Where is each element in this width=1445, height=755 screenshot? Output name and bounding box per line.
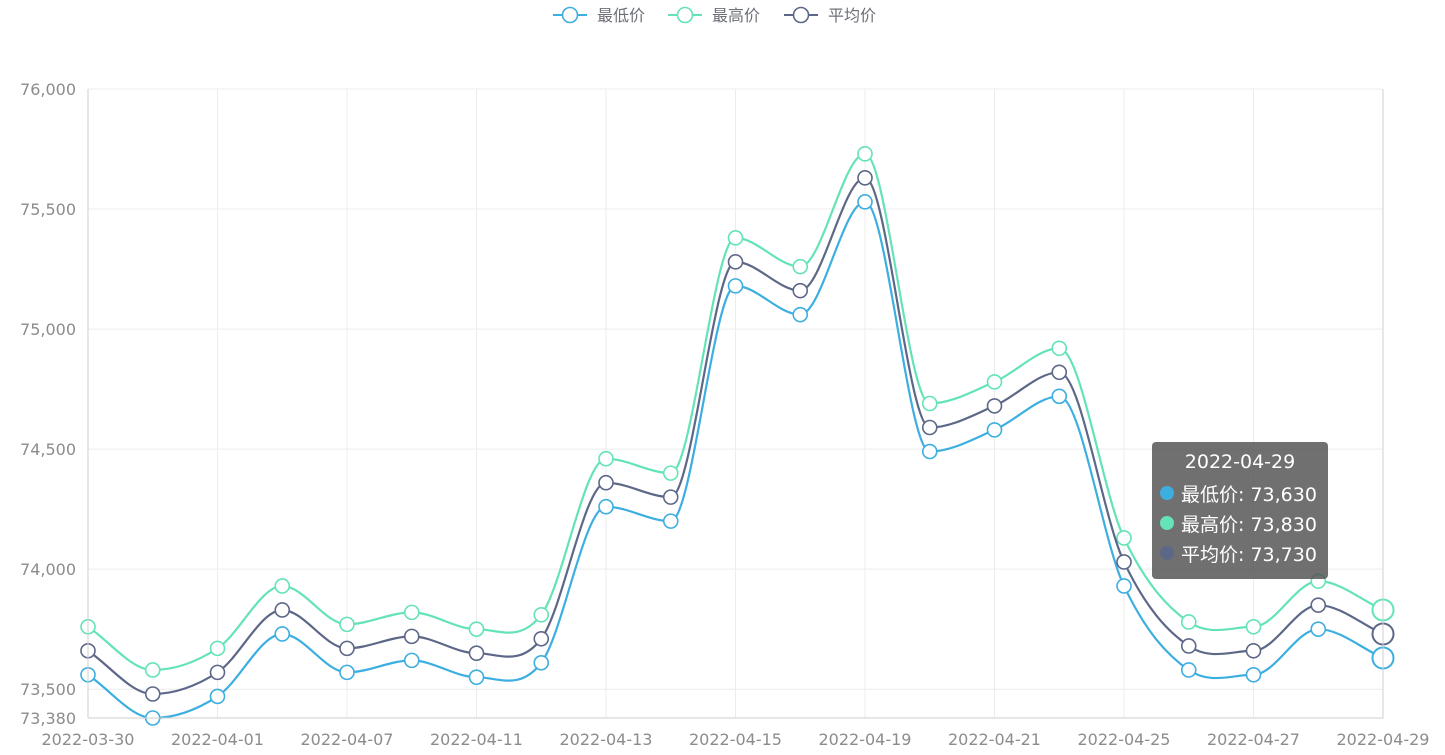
data-point[interactable]	[274, 578, 291, 594]
y-tick-label: 74,500	[20, 440, 76, 459]
data-point[interactable]	[533, 630, 550, 647]
data-point[interactable]	[1310, 597, 1327, 613]
data-point[interactable]	[533, 606, 550, 623]
x-tick-label: 2022-04-01	[171, 730, 264, 749]
data-point[interactable]	[986, 422, 1003, 438]
data-point[interactable]	[921, 395, 938, 412]
legend-item[interactable]: 最高价	[668, 6, 760, 25]
data-point[interactable]	[339, 664, 355, 681]
data-point[interactable]	[662, 513, 679, 529]
legend-item[interactable]: 最低价	[553, 6, 645, 25]
data-point[interactable]	[209, 664, 226, 681]
legend-circle-icon	[561, 6, 579, 24]
legend-label: 平均价	[828, 6, 876, 25]
data-point[interactable]	[1116, 578, 1132, 594]
x-tick-label: 2022-04-19	[819, 730, 912, 749]
data-point[interactable]	[727, 254, 744, 270]
data-point[interactable]	[598, 474, 614, 491]
data-point[interactable]	[1180, 638, 1197, 654]
data-point[interactable]	[662, 489, 679, 505]
series-group	[80, 146, 1395, 678]
data-point[interactable]	[1310, 621, 1327, 637]
data-point[interactable]	[403, 628, 420, 645]
y-tick-label: 76,000	[20, 80, 76, 99]
data-point[interactable]	[662, 465, 679, 481]
x-tick-label: 2022-04-11	[430, 730, 523, 749]
x-tick-label: 2022-04-27	[1207, 730, 1300, 749]
x-tick-label: 2022-04-25	[1078, 730, 1171, 749]
data-point[interactable]	[986, 374, 1003, 390]
data-point[interactable]	[857, 146, 873, 162]
data-point[interactable]	[727, 230, 744, 246]
tooltip-dot-avg	[1160, 546, 1174, 560]
x-tick-label: 2022-04-21	[948, 730, 1041, 749]
data-point[interactable]	[144, 686, 161, 702]
tooltip-row-high: 最高价: 73,830	[1152, 508, 1328, 538]
data-point[interactable]	[1245, 618, 1262, 635]
data-point[interactable]	[792, 258, 809, 275]
data-point[interactable]	[1245, 642, 1262, 659]
y-tick-label: 75,000	[20, 320, 76, 339]
tooltip-label-avg: 平均价: 73,730	[1181, 543, 1317, 566]
x-tick-label: 2022-04-07	[301, 730, 394, 749]
data-point[interactable]	[1051, 388, 1068, 405]
data-point[interactable]	[339, 616, 355, 633]
data-point[interactable]	[598, 450, 614, 467]
data-point[interactable]	[403, 604, 420, 621]
tooltip-title: 2022-04-29	[1184, 451, 1296, 473]
data-point[interactable]	[792, 306, 809, 323]
data-point[interactable]	[468, 621, 485, 637]
legend-item[interactable]: 平均价	[784, 6, 876, 25]
tooltip-dot-high	[1160, 516, 1174, 530]
chart-tooltip: 2022-04-29 最低价: 73,630 最高价: 73,830 平均价: …	[1152, 442, 1328, 579]
legend-circle-icon	[792, 6, 810, 24]
data-point[interactable]	[921, 419, 938, 436]
data-point[interactable]	[792, 282, 809, 299]
tooltip-label-low: 最低价: 73,630	[1181, 483, 1317, 506]
data-point[interactable]	[1180, 662, 1197, 678]
data-point[interactable]	[857, 170, 873, 186]
tooltip-row-low: 最低价: 73,630	[1152, 478, 1328, 508]
data-point[interactable]	[209, 640, 226, 657]
data-point[interactable]	[274, 626, 291, 642]
data-point[interactable]	[1116, 530, 1132, 546]
data-point[interactable]	[921, 443, 938, 460]
data-point[interactable]	[274, 602, 291, 618]
data-point[interactable]	[533, 654, 550, 671]
data-point[interactable]	[1116, 554, 1132, 570]
legend-circle-icon	[676, 6, 694, 24]
series-group	[80, 170, 1395, 702]
data-point[interactable]	[403, 652, 420, 669]
series-lines	[80, 146, 1395, 726]
data-point[interactable]	[857, 194, 873, 210]
tooltip-label-high: 最高价: 73,830	[1181, 513, 1317, 536]
tooltip-dot-low	[1160, 486, 1174, 500]
data-point[interactable]	[727, 278, 744, 294]
data-point[interactable]	[468, 669, 485, 685]
data-point[interactable]	[1051, 340, 1068, 357]
data-point[interactable]	[339, 640, 355, 657]
x-tick-label: 2022-04-15	[689, 730, 782, 749]
tooltip-row-avg: 平均价: 73,730	[1152, 538, 1328, 568]
axes: 73,380 73,500 74,000 74,500 75,000 75,500 76,0…	[20, 80, 1429, 749]
y-tick-label: 75,500	[20, 200, 76, 219]
y-tick-label: 74,000	[20, 560, 76, 579]
legend-label: 最低价	[597, 6, 645, 25]
legend[interactable]: 最低价 最高价 平均价	[553, 6, 876, 25]
y-tick-label: 73,500	[20, 680, 76, 699]
x-tick-label: 2022-04-13	[560, 730, 653, 749]
legend-label: 最高价	[712, 6, 760, 25]
data-point[interactable]	[1245, 666, 1262, 683]
x-tick-label: 2022-03-30	[42, 730, 135, 749]
data-point[interactable]	[468, 645, 485, 661]
y-tick-label: 73,380	[20, 709, 76, 728]
x-tick-label: 2022-04-29	[1337, 730, 1430, 749]
data-point[interactable]	[144, 662, 161, 678]
data-point[interactable]	[598, 498, 614, 515]
data-point[interactable]	[986, 398, 1003, 414]
data-point[interactable]	[1051, 364, 1068, 381]
data-point[interactable]	[1180, 614, 1197, 630]
data-point[interactable]	[209, 688, 226, 705]
